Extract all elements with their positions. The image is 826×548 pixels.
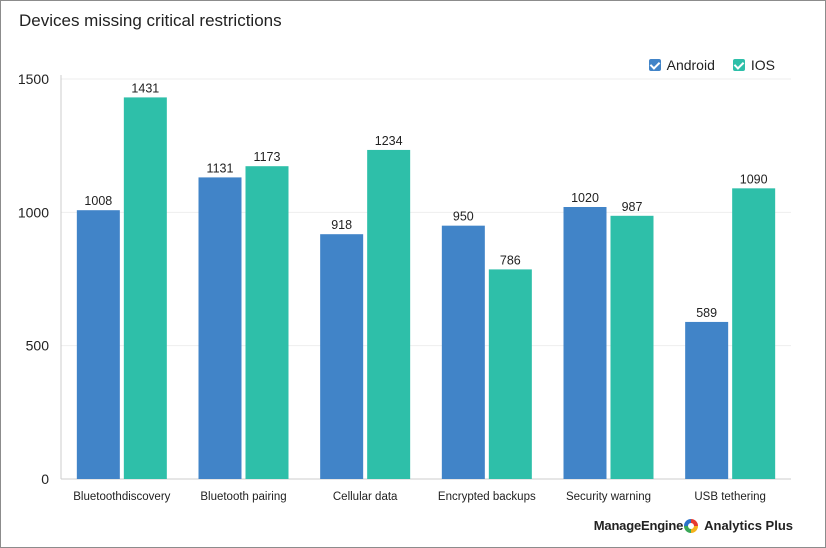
brand-ring-icon xyxy=(684,518,699,533)
brand-logo: ManageEngine Analytics Plus xyxy=(594,518,793,533)
y-tick-label: 500 xyxy=(26,338,50,354)
chart-title: Devices missing critical restrictions xyxy=(19,11,282,30)
bar-ios xyxy=(367,149,411,479)
x-tick-label: Security warning xyxy=(566,491,651,503)
data-label-ios: 1173 xyxy=(254,150,281,164)
data-label-ios: 987 xyxy=(622,200,643,214)
bar-ios xyxy=(488,269,532,479)
bar-ios xyxy=(245,166,289,479)
y-tick-label: 1000 xyxy=(18,204,49,220)
x-tick-label: Bluetoothdiscovery xyxy=(73,491,170,503)
bar-ios xyxy=(610,215,654,480)
x-tick-label: Encrypted backups xyxy=(438,491,536,503)
data-label-android: 1131 xyxy=(207,161,234,175)
legend-label-android: Android xyxy=(666,57,715,73)
bar-android xyxy=(76,210,120,479)
data-label-android: 1008 xyxy=(84,194,112,208)
bar-ios xyxy=(732,188,776,480)
bar-android xyxy=(685,321,729,479)
y-tick-label: 1500 xyxy=(18,71,49,87)
brand-company: ManageEngine xyxy=(593,518,684,533)
x-tick-label: Bluetooth pairing xyxy=(200,491,286,503)
bar-android xyxy=(563,207,607,479)
data-label-ios: 1090 xyxy=(740,172,768,186)
data-label-ios: 1431 xyxy=(131,81,159,95)
bar-android xyxy=(320,234,364,479)
data-label-ios: 786 xyxy=(500,253,521,267)
x-tick-label: USB tethering xyxy=(694,491,766,503)
data-label-android: 589 xyxy=(696,306,717,320)
bar-ios xyxy=(123,97,167,480)
data-label-android: 1020 xyxy=(571,191,599,205)
legend-item-ios[interactable]: IOS xyxy=(732,57,775,73)
ios-checkbox-icon xyxy=(732,59,745,71)
legend-label-ios: IOS xyxy=(750,57,775,73)
data-label-android: 918 xyxy=(331,218,352,232)
brand-product: Analytics Plus xyxy=(704,518,793,533)
data-label-ios: 1234 xyxy=(375,134,403,148)
legend-item-android[interactable]: Android xyxy=(648,57,715,73)
data-label-android: 950 xyxy=(453,210,474,224)
x-tick-label: Cellular data xyxy=(333,491,398,503)
bar-android xyxy=(198,177,242,479)
bar-android xyxy=(441,225,485,479)
y-tick-label: 0 xyxy=(41,471,49,487)
chart-legend: Android IOS xyxy=(648,57,775,73)
android-checkbox-icon xyxy=(648,59,661,71)
